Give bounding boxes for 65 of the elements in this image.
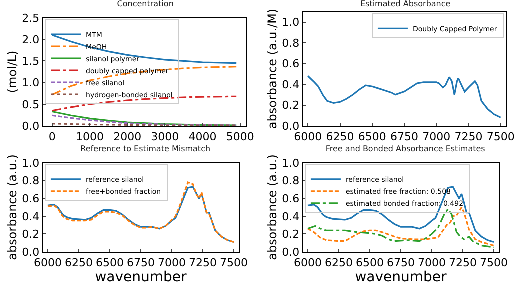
x-tick-label: 7000 [422,130,451,144]
y-tick-label: 0.6 [22,192,40,206]
y-tick-label: 0.8 [22,174,40,188]
y-tick-label: 2.5 [22,12,40,25]
y-tick-label: 0.0 [282,246,300,259]
y-tick-label: 0.4 [282,78,300,92]
x-tick-label: 7500 [480,256,508,270]
chart-title: Concentration [117,0,174,8]
x-tick-label: 4000 [188,130,217,144]
x-tick-label: 6500 [356,256,384,270]
line-series [52,110,238,126]
y-axis-title: absorbance (a.u./M) [266,8,280,130]
x-tick-label: 7500 [220,256,248,270]
y-tick-label: 2.0 [22,33,40,46]
y-tick-label: 1.0 [282,156,300,170]
x-tick-label: 6750 [390,130,418,144]
x-tick-label: 7250 [189,256,218,270]
x-tick-label: 6750 [127,256,155,270]
y-axis-title: absorbance (a.u.) [6,154,20,260]
y-tick-label: 0.2 [282,99,300,112]
chart-title: Estimated Absorbance [360,0,451,8]
x-tick-label: 7000 [418,256,446,270]
x-tick-label: 2000 [114,130,142,144]
y-tick-label: 0.0 [22,246,40,259]
y-tick-label: 0.2 [22,228,40,242]
x-tick-label: 6250 [324,256,353,270]
y-tick-label: 0.6 [282,192,300,206]
x-axis-title: wavenumber [355,269,448,286]
x-tick-label: 6500 [358,130,386,144]
x-tick-label: 7250 [449,256,478,270]
x-tick-label: 6250 [64,256,93,270]
y-axis-title: absorbance (a.u.) [266,154,280,260]
x-tick-label: 1000 [76,130,104,144]
y-tick-label: 0.8 [282,36,300,50]
y-tick-label: 0.4 [282,210,300,224]
x-tick-label: 6000 [294,256,322,270]
x-tick-label: 3000 [151,130,180,144]
x-axis-title: wavenumber [95,269,188,286]
x-tick-label: 6000 [294,130,322,144]
x-tick-label: 6500 [96,256,124,270]
x-tick-label: 0 [48,130,56,144]
y-axis-title: (mol/L) [6,50,20,94]
x-tick-label: 6250 [326,130,354,144]
y-tick-label: 0.8 [282,174,300,188]
x-tick-label: 7250 [454,130,483,144]
x-tick-label: 6750 [387,256,415,270]
y-tick-label: 0.6 [282,58,300,71]
y-tick-label: 1.0 [22,76,40,90]
chart-title: Free and Bonded Absorbance Estimates [326,144,486,154]
x-tick-label: 5000 [226,130,254,144]
y-tick-label: 1.0 [22,156,40,170]
chart-title: Reference to Estimate Mismatch [80,144,211,154]
x-tick-label: 7000 [158,256,186,270]
line-series [52,114,238,126]
y-tick-label: 1.0 [282,16,300,30]
y-tick-label: 0.2 [282,228,300,242]
y-tick-label: 1.5 [22,55,40,68]
x-tick-label: 6000 [34,256,62,270]
y-tick-label: 0.0 [282,120,300,133]
y-tick-label: 0.5 [22,98,40,112]
y-tick-label: 0.0 [22,120,40,133]
y-tick-label: 0.4 [22,210,40,224]
line-series [307,75,502,119]
x-tick-label: 7500 [486,130,515,144]
line-series [307,186,495,244]
